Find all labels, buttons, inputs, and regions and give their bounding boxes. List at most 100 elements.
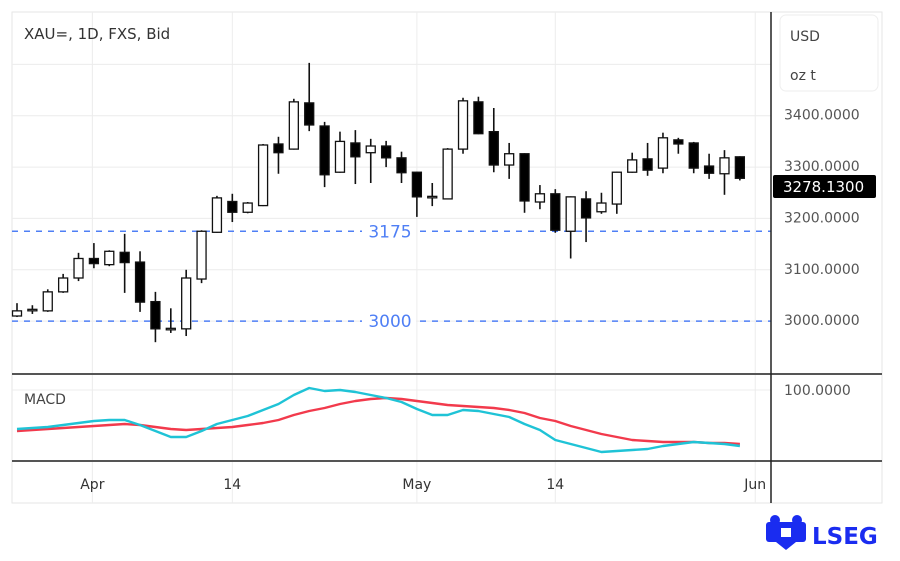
candle-body-up: [57, 277, 69, 293]
candle: [580, 191, 592, 243]
candle-body-up: [596, 202, 607, 213]
candle: [350, 130, 361, 185]
candle-body-up: [504, 153, 515, 166]
candle-body-down: [673, 139, 684, 145]
macd-lines: [16, 386, 741, 454]
candle-body-down: [642, 158, 653, 171]
candle-body-up: [365, 145, 376, 154]
price-axis[interactable]: 3400.0000 3300.0000 3200.0000 3100.0000 3000…: [784, 108, 860, 329]
candle-body-up: [165, 327, 176, 331]
candle-body-down: [411, 171, 423, 198]
candle: [57, 273, 69, 293]
current-price-tag: [773, 175, 876, 198]
candle-body-down: [519, 153, 530, 202]
level-label: 3175: [368, 222, 411, 242]
candle: [488, 108, 499, 173]
candle: [334, 131, 346, 173]
candle: [242, 202, 253, 214]
candle: [427, 183, 438, 207]
candle-body-up: [719, 157, 730, 175]
y-tick-label: 3000.0000: [784, 313, 860, 329]
candle-body-down: [734, 156, 746, 179]
candle: [627, 152, 638, 173]
level-label-bg: [362, 311, 416, 332]
candle: [703, 153, 715, 179]
candle: [27, 305, 38, 314]
candle-body-up: [73, 257, 84, 279]
candle-body-down: [703, 165, 715, 174]
candle-body-down: [119, 251, 130, 264]
candle-body-down: [304, 102, 315, 126]
x-tick-label: May: [402, 477, 431, 493]
candle: [165, 308, 176, 333]
candle: [396, 151, 407, 183]
candle: [73, 252, 84, 282]
candle: [719, 150, 730, 195]
candle-body-up: [211, 197, 223, 233]
candle-body-down: [550, 193, 561, 231]
candle: [550, 189, 561, 233]
candle: [565, 196, 576, 259]
candle-body-up: [257, 144, 269, 207]
level-label-bg: [362, 221, 416, 242]
candle-body-down: [88, 257, 100, 265]
x-tick-label: 14: [546, 477, 564, 493]
candle: [504, 142, 515, 179]
macd-label: MACD: [24, 392, 66, 408]
unit-label: oz t: [790, 68, 816, 84]
candle-body-down: [150, 300, 161, 330]
candle-body-down: [227, 200, 238, 213]
currency-label: USD: [790, 29, 820, 45]
candle-body-up: [657, 137, 669, 169]
candle: [304, 62, 315, 132]
macd-line: [16, 386, 741, 454]
chart-frame: [11, 11, 883, 504]
price-levels: 3175 3000: [12, 221, 771, 332]
candle: [642, 142, 653, 176]
candle: [673, 137, 684, 154]
units-box: [779, 14, 879, 92]
candle: [473, 96, 484, 135]
candle-body-up: [442, 148, 453, 200]
candle: [42, 289, 53, 312]
lseg-logo-text: LSEG: [812, 524, 878, 550]
level-label: 3000: [368, 312, 411, 332]
candle-body-down: [380, 145, 392, 159]
candle-body-down: [134, 261, 146, 303]
candle-body-up: [534, 193, 546, 203]
candle-body-down: [273, 143, 284, 154]
lseg-logo: LSEG: [766, 515, 878, 550]
candle-body-up: [11, 310, 23, 317]
candle-body-up: [196, 230, 207, 280]
candle: [11, 303, 23, 318]
candle: [273, 136, 284, 174]
x-tick-label: 14: [223, 477, 241, 493]
candle: [119, 233, 130, 293]
candle: [134, 251, 146, 312]
candle-body-down: [580, 198, 592, 219]
candle: [457, 97, 469, 154]
candle: [288, 98, 299, 150]
candle-body-down: [396, 157, 407, 174]
candle: [211, 195, 223, 233]
y-tick-label: 3100.0000: [784, 262, 860, 278]
candle: [257, 143, 269, 207]
current-price-value: 3278.1300: [783, 178, 864, 196]
candle: [611, 171, 622, 214]
y-tick-label: 3400.0000: [784, 108, 860, 124]
macd-axis-tick: 100.0000: [784, 383, 851, 399]
candle-body-up: [27, 308, 38, 312]
candle: [181, 269, 192, 337]
candle: [519, 153, 530, 213]
date-axis[interactable]: Apr 14 May 14 Jun: [80, 477, 766, 493]
y-tick-label: 3300.0000: [784, 159, 860, 175]
candle: [534, 185, 546, 210]
candle-body-up: [334, 140, 346, 173]
lseg-crest-icon: [766, 515, 806, 550]
candle: [380, 140, 392, 168]
candle-body-up: [181, 277, 192, 330]
candle-body-down: [319, 125, 330, 176]
candle: [411, 171, 423, 217]
candle-body-up: [457, 100, 469, 150]
